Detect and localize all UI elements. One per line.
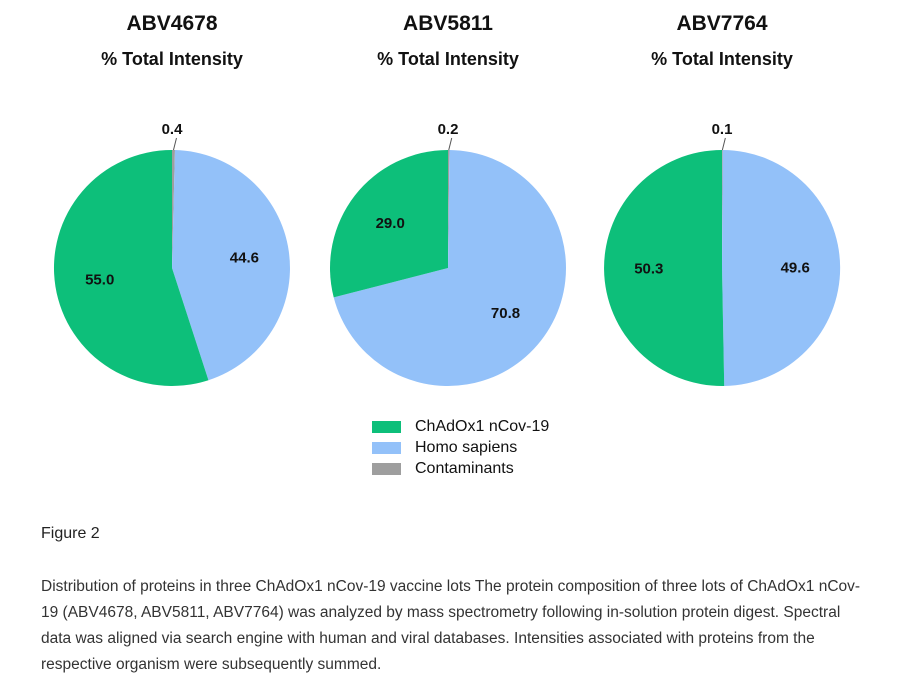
legend-label-chadox1: ChAdOx1 nCov-19	[415, 417, 550, 435]
figure-caption: Distribution of proteins in three ChAdOx…	[41, 578, 861, 673]
data-label: 55.0	[85, 271, 114, 288]
legend-label-homo-sapiens: Homo sapiens	[415, 438, 518, 456]
pie-subtitle: % Total Intensity	[377, 49, 519, 69]
legend-label-contaminants: Contaminants	[415, 459, 514, 477]
pie-subtitle: % Total Intensity	[651, 49, 793, 69]
pie-slice-contaminants	[448, 150, 450, 268]
pie-title: ABV4678	[126, 12, 217, 35]
pie-charts: ABV4678 % Total Intensity 0.4 44.6 55.0 ABV58…	[53, 12, 841, 387]
legend-swatch-contaminants	[372, 462, 401, 475]
legend-item-contaminants: Contaminants	[372, 458, 549, 479]
legend-item-homo-sapiens: Homo sapiens	[372, 437, 549, 458]
pie-title: ABV5811	[403, 12, 493, 35]
data-label: 29.0	[376, 215, 405, 232]
figure-label: Figure 2	[41, 525, 100, 542]
leader-line	[448, 137, 453, 151]
leader-line	[721, 137, 726, 151]
pie-slice-homo-sapiens	[722, 150, 841, 386]
data-label: 49.6	[781, 260, 810, 277]
pie-slice-homo-sapiens	[172, 150, 290, 381]
pie-chart-abv4678: ABV4678 % Total Intensity 0.4 44.6 55.0	[53, 12, 290, 386]
pie-title: ABV7764	[676, 12, 767, 35]
data-label: 70.8	[491, 305, 520, 322]
pie-chart-abv7764: ABV7764 % Total Intensity 0.1 49.6 50.3	[604, 12, 841, 386]
data-label: 0.4	[162, 121, 184, 138]
pie-slice-contaminants	[722, 149, 723, 268]
legend-swatch-chadox1	[372, 420, 401, 433]
legend: ChAdOx1 nCov-19 Homo sapiens Contaminant…	[372, 416, 549, 479]
data-label: 50.3	[634, 261, 663, 278]
pie-subtitle: % Total Intensity	[101, 49, 243, 69]
pie-slice-contaminants	[172, 150, 175, 268]
pie-slice-chadox1-ncov-19	[604, 150, 725, 386]
pie-slice-homo-sapiens	[333, 150, 567, 387]
data-label: 44.6	[230, 250, 259, 267]
data-label: 0.1	[712, 121, 733, 138]
leader-line	[172, 137, 177, 151]
legend-item-chadox1: ChAdOx1 nCov-19	[372, 416, 549, 437]
legend-swatch-homo-sapiens	[372, 441, 401, 454]
pie-slice-chadox1-ncov-19	[330, 150, 448, 298]
data-label: 0.2	[438, 121, 459, 138]
pie-slice-chadox1-ncov-19	[53, 150, 209, 386]
pie-chart-abv5811: ABV5811 % Total Intensity 0.2 70.8 29.0	[330, 12, 567, 387]
